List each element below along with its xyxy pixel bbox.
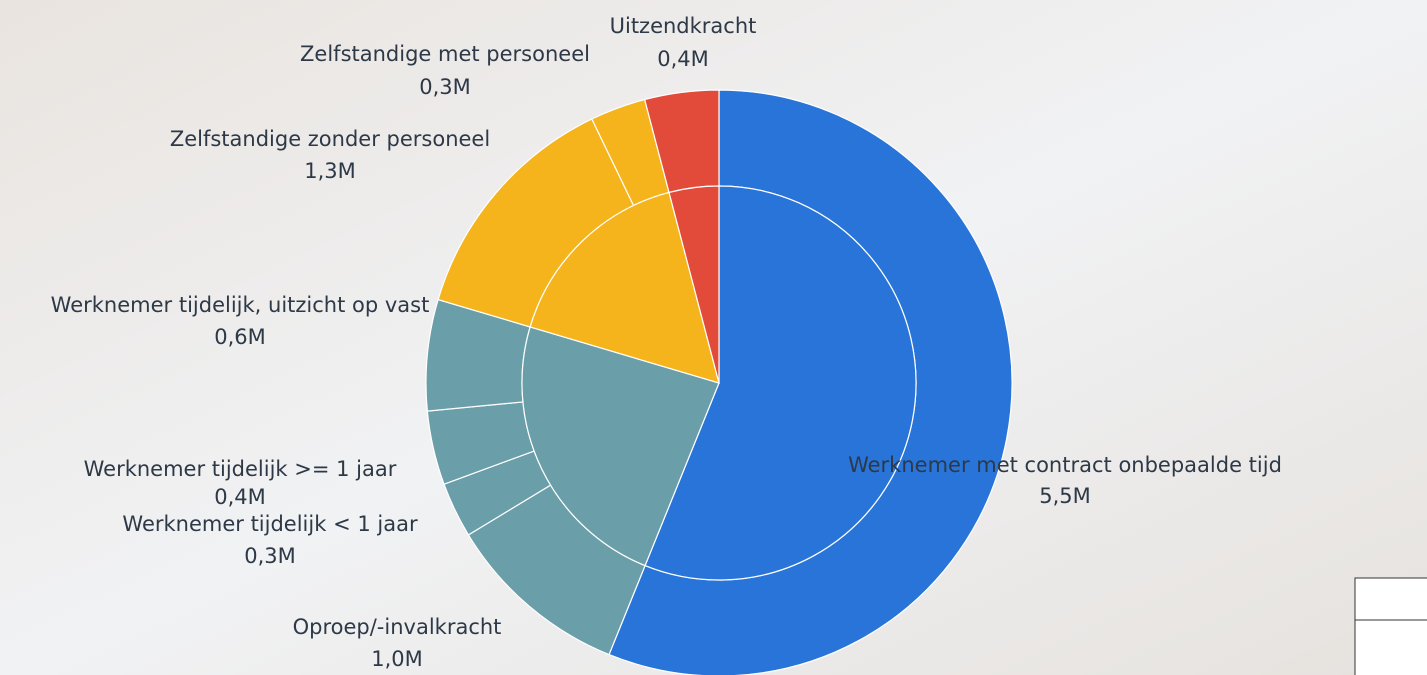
slice-label: Uitzendkracht: [610, 14, 757, 38]
labels: Werknemer met contract onbepaalde tijd 5,…: [51, 14, 1282, 671]
slice-label: Werknemer tijdelijk >= 1 jaar: [84, 457, 397, 481]
slice-label: Werknemer tijdelijk < 1 jaar: [122, 512, 418, 536]
inner-sector: [529, 191, 720, 384]
pie: [425, 89, 1013, 675]
inner-sector: [521, 326, 720, 567]
value-label: 5,5M: [1039, 484, 1091, 508]
value-label: 1,0M: [371, 647, 423, 671]
slice-label: Zelfstandige met personeel: [300, 42, 590, 66]
value-label: 0,6M: [214, 325, 266, 349]
value-label: 0,3M: [244, 544, 296, 568]
slice-label: Oproep/-invalkracht: [293, 615, 502, 639]
value-label: 0,3M: [419, 75, 471, 99]
table-fragment: [1354, 577, 1427, 675]
inner-sector: [668, 185, 720, 384]
value-label: 0,4M: [657, 47, 709, 71]
inner-sector: [644, 185, 917, 581]
value-label: 0,4M: [214, 485, 266, 509]
slice-label: Werknemer tijdelijk, uitzicht op vast: [51, 293, 430, 317]
slice-label: Werknemer met contract onbepaalde tijd: [848, 453, 1282, 477]
slice-label: Zelfstandige zonder personeel: [170, 127, 490, 151]
value-label: 1,3M: [304, 159, 356, 183]
